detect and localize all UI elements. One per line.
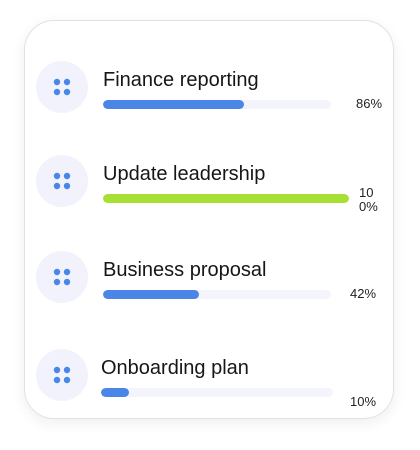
task-item-update-leadership[interactable]: Update leadership 100%: [25, 155, 395, 215]
task-title: Business proposal: [103, 259, 267, 281]
task-icon-badge: [36, 349, 88, 401]
progress-track: [101, 388, 333, 397]
progress-percent: 86%: [356, 96, 383, 111]
progress-fill: [103, 194, 349, 203]
progress-percent: 42%: [350, 286, 377, 301]
progress-fill: [103, 100, 245, 109]
task-icon-badge: [36, 251, 88, 303]
task-title: Update leadership: [103, 163, 266, 185]
task-progress-card: Finance reporting 86% Update leadership …: [24, 20, 394, 419]
progress-track: [103, 194, 349, 203]
progress-fill: [103, 290, 199, 299]
progress-percent: 10%: [350, 394, 377, 409]
task-icon-badge: [36, 61, 88, 113]
grid-dots-icon: [53, 172, 71, 190]
grid-dots-icon: [53, 78, 71, 96]
progress-track: [103, 100, 331, 109]
task-title: Finance reporting: [103, 69, 259, 91]
task-icon-badge: [36, 155, 88, 207]
task-item-business-proposal[interactable]: Business proposal 42%: [25, 251, 395, 311]
progress-percent: 100%: [359, 185, 378, 214]
task-item-onboarding-plan[interactable]: Onboarding plan 10%: [25, 349, 395, 409]
grid-dots-icon: [53, 268, 71, 286]
task-title: Onboarding plan: [101, 357, 249, 379]
progress-fill: [101, 388, 129, 397]
task-item-finance-reporting[interactable]: Finance reporting 86%: [25, 61, 395, 121]
grid-dots-icon: [53, 366, 71, 384]
progress-track: [103, 290, 331, 299]
